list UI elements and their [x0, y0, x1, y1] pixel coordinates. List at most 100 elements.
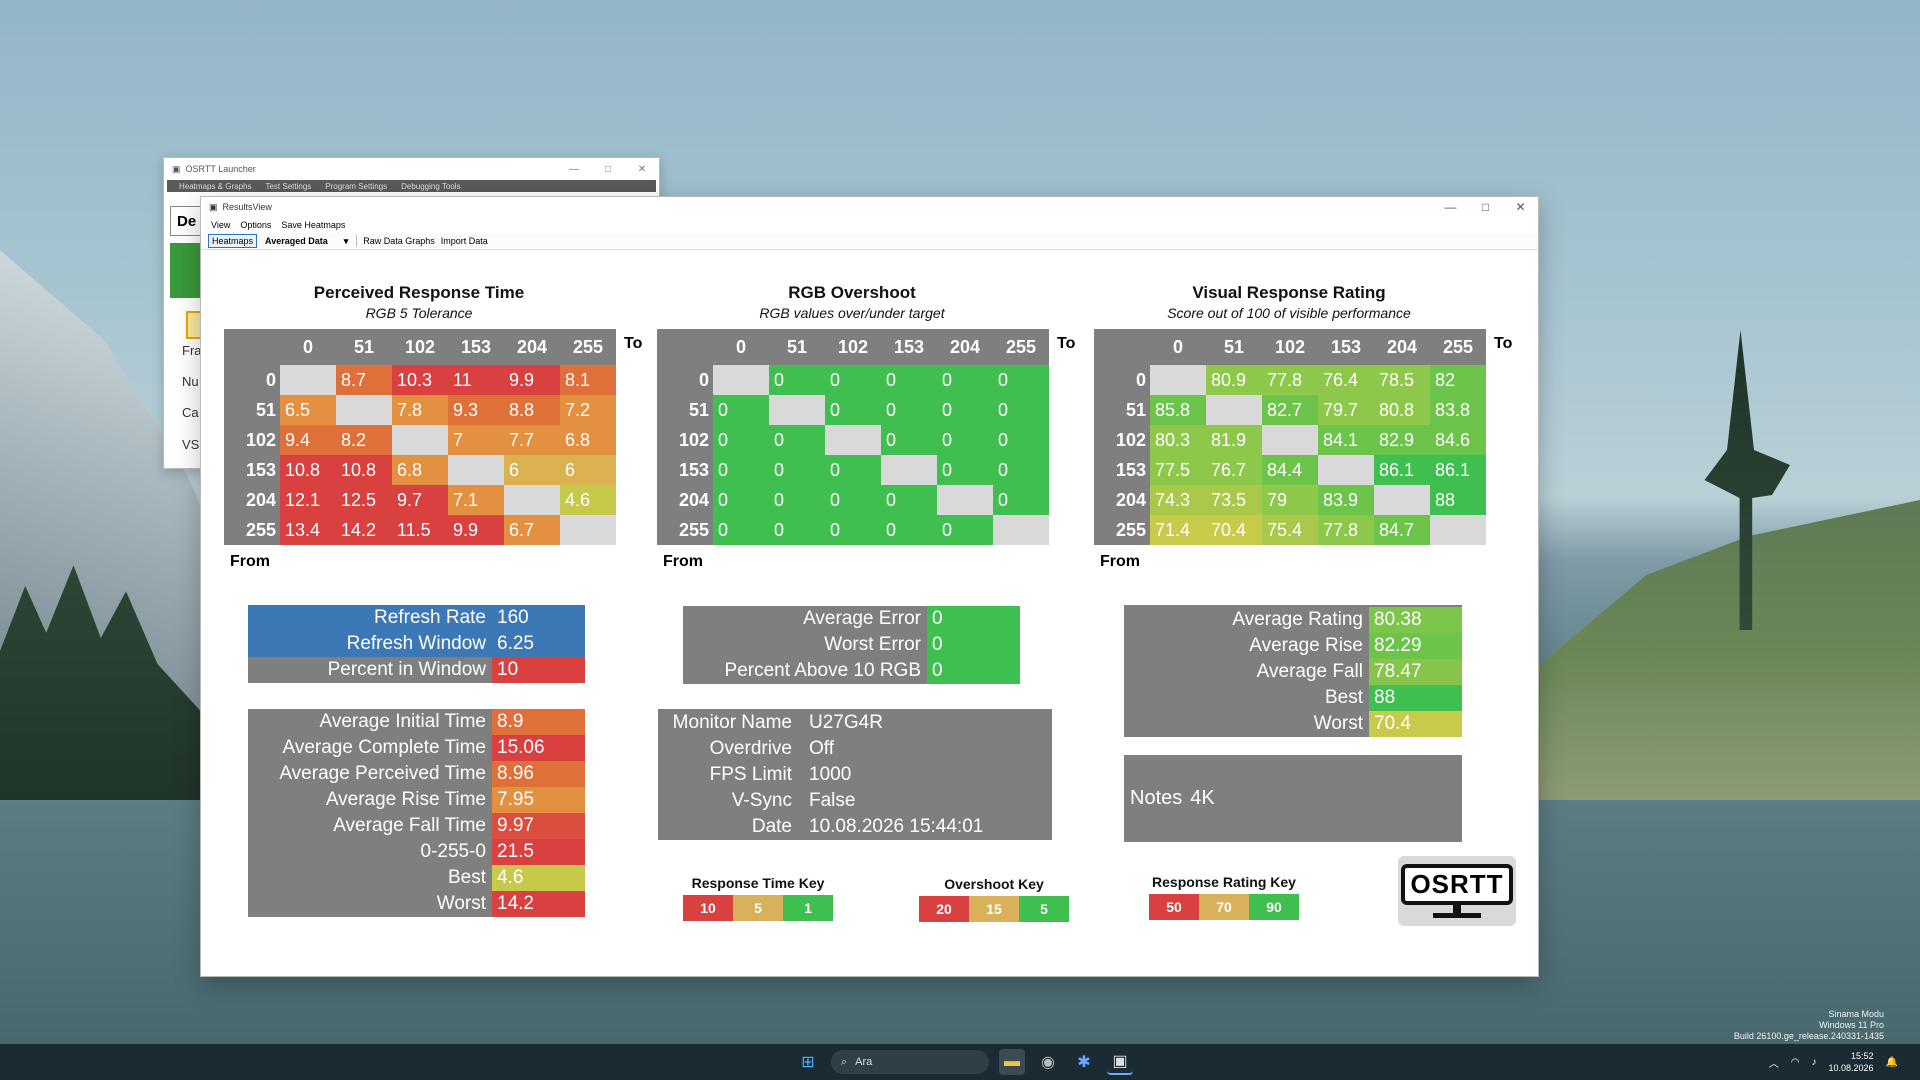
column-header: 153 [1318, 329, 1374, 365]
heatmap-cell: 0 [769, 455, 825, 485]
stat-value: 4.6 [492, 865, 585, 891]
grid-corner [657, 329, 713, 365]
close-icon[interactable]: ✕ [1515, 200, 1526, 214]
heatmap-cell: 84.4 [1262, 455, 1318, 485]
heatmap-cell: 0 [937, 515, 993, 545]
maximize-icon[interactable]: □ [1481, 200, 1490, 214]
menu-debugging-tools[interactable]: Debugging Tools [401, 181, 461, 191]
stat-label: FPS Limit [709, 764, 792, 785]
osrtt-taskbar-icon[interactable]: ▣ [1107, 1049, 1133, 1075]
file-explorer-icon[interactable]: ▬ [999, 1049, 1025, 1075]
launcher-titlebar[interactable]: ▣ OSRTT Launcher — □ ✕ [164, 158, 659, 180]
heatmap-cell [1374, 485, 1430, 515]
record-icon[interactable]: ◉ [1041, 1054, 1055, 1071]
results-titlebar[interactable]: ▣ ResultsView — □ ✕ [201, 197, 1538, 217]
rating-panel: Average Rating 80.38 Average Rise 82.29 Aver… [1124, 605, 1462, 737]
stat-row: V-Sync False [658, 788, 1052, 814]
results-canvas: Perceived Response Time RGB 5 Tolerance … [201, 252, 1540, 978]
launcher-label: VS [182, 437, 200, 452]
percent-window-label: Percent in Window [327, 659, 486, 680]
stat-label: Average Perceived Time [279, 763, 486, 784]
menu-heatmaps[interactable]: Heatmaps & Graphs [179, 181, 252, 191]
heatmap-cell: 9.9 [504, 365, 560, 395]
stat-label: Average Complete Time [282, 737, 486, 758]
results-window[interactable]: ▣ ResultsView — □ ✕ View Options Save Heat… [200, 196, 1539, 977]
stat-row: Average Rise Time 7.95 [248, 787, 585, 813]
refresh-panel: Refresh Rate 160 Refresh Window 6.25 Perce… [248, 605, 585, 683]
stat-label: Average Fall [1256, 661, 1363, 682]
minimize-icon[interactable]: — [1444, 200, 1457, 214]
column-header: 255 [1430, 329, 1486, 365]
key-swatch: 50 [1149, 894, 1199, 920]
stat-row: Average Fall 78.47 [1124, 659, 1462, 685]
heatmap-cell: 8.1 [560, 365, 616, 395]
maximize-icon[interactable]: □ [604, 163, 612, 175]
row-header: 51 [224, 395, 280, 425]
heatmap-cell: 78.5 [1374, 365, 1430, 395]
column-header: 0 [1150, 329, 1206, 365]
stat-row: Average Complete Time 15.06 [248, 735, 585, 761]
tab-heatmaps[interactable]: Heatmaps [208, 234, 258, 248]
heatmap-cell [1206, 395, 1262, 425]
heatmap-cell: 14.2 [336, 515, 392, 545]
column-header: 102 [392, 329, 448, 365]
heatmap-cell: 0 [825, 395, 881, 425]
notification-bell-icon[interactable]: 🔔 [1885, 1056, 1898, 1068]
heatmap-subtitle: Score out of 100 of visible performance [1167, 305, 1411, 321]
taskbar-search[interactable]: ⌕ Ara [831, 1050, 989, 1074]
menu-program-settings[interactable]: Program Settings [325, 181, 388, 191]
system-tray: ︿ ◠ ♪ 15:52 10.08.2026 🔔 [1769, 1044, 1898, 1080]
stat-row: Best 4.6 [248, 865, 585, 891]
heatmap-cell: 0 [825, 485, 881, 515]
row-header: 153 [657, 455, 713, 485]
clock[interactable]: 15:52 10.08.2026 [1829, 1050, 1874, 1074]
column-header: 102 [825, 329, 881, 365]
stat-label: Best [1324, 687, 1363, 708]
heatmap-cell: 0 [769, 365, 825, 395]
import-data-button[interactable]: Import Data [440, 236, 488, 246]
heatmap-cell: 74.3 [1150, 485, 1206, 515]
key-swatches: 50 70 90 [1149, 894, 1299, 920]
stat-row: Average Fall Time 9.97 [248, 813, 585, 839]
menu-test-settings[interactable]: Test Settings [265, 181, 312, 191]
heatmap-cell: 7.8 [392, 395, 448, 425]
column-header: 153 [448, 329, 504, 365]
taskbar: ⊞ ⌕ Ara ▬ ◉ ✱ ▣ ︿ ◠ ♪ 15:52 10.08.2026 🔔 [0, 1044, 1920, 1080]
close-icon[interactable]: ✕ [637, 163, 647, 175]
heatmap-cell: 6.8 [392, 455, 448, 485]
windows-start-icon[interactable]: ⊞ [801, 1054, 815, 1071]
heatmap-cell: 0 [769, 515, 825, 545]
heatmap-cell: 86.1 [1374, 455, 1430, 485]
heatmap-subtitle: RGB values over/under target [759, 305, 945, 321]
heatmap-cell: 77.8 [1262, 365, 1318, 395]
heatmap-cell: 82.9 [1374, 425, 1430, 455]
heatmap-cell: 70.4 [1206, 515, 1262, 545]
times-panel: Average Initial Time 8.9 Average Complete … [248, 709, 585, 917]
stat-row: Average Rating 80.38 [1124, 607, 1462, 633]
menu-view[interactable]: View [211, 220, 231, 230]
heatmap-cell [1430, 515, 1486, 545]
key-swatch: 20 [919, 896, 969, 922]
wifi-icon[interactable]: ◠ [1790, 1056, 1800, 1068]
watermark-line: Sinama Modu [1828, 1009, 1884, 1019]
heatmap-cell [825, 425, 881, 455]
stat-label: Best [447, 867, 486, 888]
column-header: 51 [336, 329, 392, 365]
heatmap-cell: 0 [881, 515, 937, 545]
refresh-window-row: Refresh Window 6.25 [248, 631, 585, 657]
volume-icon[interactable]: ♪ [1811, 1056, 1817, 1068]
stat-label: Average Rise [1249, 635, 1363, 656]
minimize-icon[interactable]: — [569, 163, 579, 175]
stat-row: Worst 14.2 [248, 891, 585, 917]
menu-save-heatmaps[interactable]: Save Heatmaps [281, 220, 346, 230]
data-mode-dropdown[interactable]: Averaged Data ▾ [263, 236, 350, 247]
heatmap-cell [560, 515, 616, 545]
chevron-up-icon[interactable]: ︿ [1768, 1058, 1779, 1070]
menu-options[interactable]: Options [240, 220, 272, 230]
chevron-down-icon: ▾ [343, 235, 349, 246]
raw-data-graphs-button[interactable]: Raw Data Graphs [363, 236, 435, 246]
snipping-tool-icon[interactable]: ✱ [1077, 1054, 1091, 1071]
key-swatch: 10 [683, 895, 733, 921]
heatmap-cell: 80.8 [1374, 395, 1430, 425]
heatmap-cell: 4.6 [560, 485, 616, 515]
